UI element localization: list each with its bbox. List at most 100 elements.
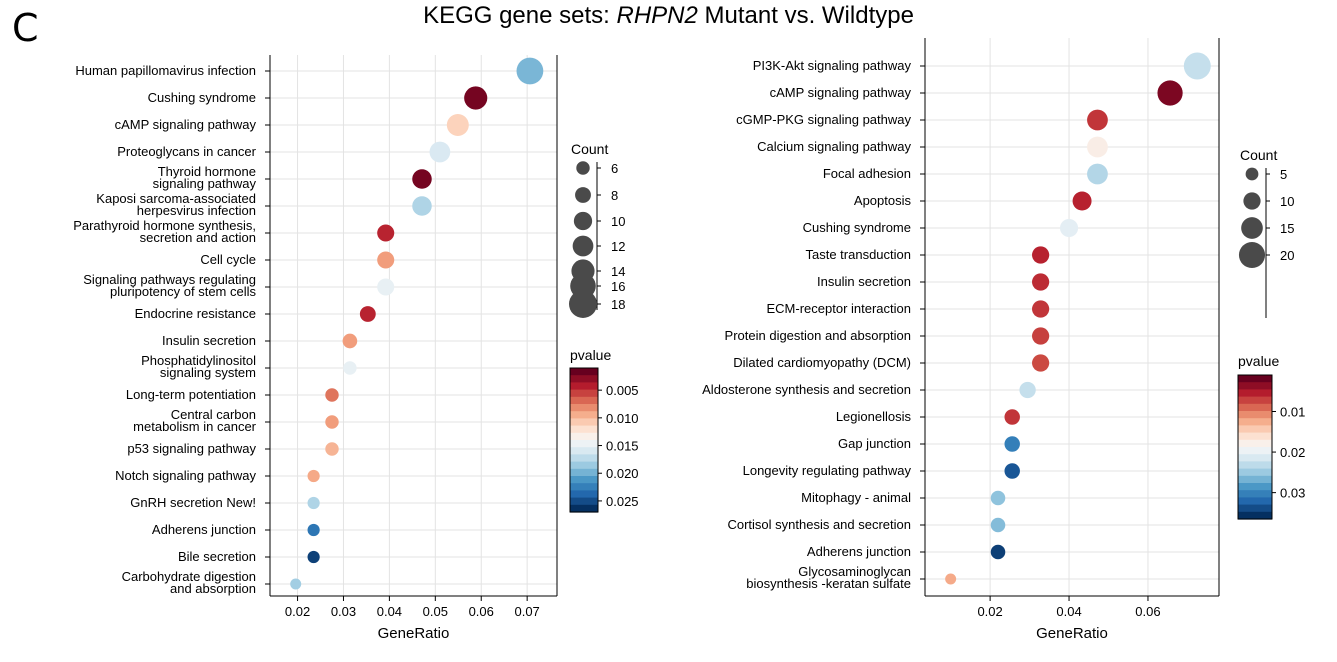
data-point [516, 57, 544, 85]
pvalue-legend-title: pvalue [570, 347, 611, 363]
colorbar-segment [1238, 396, 1272, 405]
data-point [359, 306, 376, 322]
category-label: Cortisol synthesis and secretion [727, 517, 911, 532]
colorbar-segment [570, 483, 598, 491]
colorbar-segment [570, 461, 598, 470]
count-legend-label: 10 [611, 214, 625, 229]
data-point [990, 544, 1006, 560]
data-point [307, 469, 320, 483]
category-label-line: pluripotency of stem cells [110, 284, 256, 299]
data-point [342, 333, 358, 349]
category-label-line: Central carbon [171, 407, 256, 422]
category-label-line: Thyroid hormone [158, 164, 256, 179]
data-point [464, 86, 488, 110]
colorbar-segment [570, 504, 598, 513]
data-point [343, 361, 357, 375]
colorbar-segment [570, 418, 598, 427]
title-prefix: KEGG gene sets: [423, 2, 617, 29]
colorbar-segment [570, 476, 598, 484]
category-label: Proteoglycans in cancer [117, 144, 256, 159]
data-point [446, 114, 469, 136]
category-label: Longevity regulating pathway [743, 463, 912, 478]
colorbar-segment [1238, 511, 1272, 520]
count-legend-label: 5 [1280, 167, 1287, 182]
category-label: Phosphatidylinositol signaling system [141, 353, 256, 380]
category-label-line: Phosphatidylinositol [141, 353, 256, 368]
x-axis-title: GeneRatio [378, 625, 450, 642]
data-point [412, 196, 432, 216]
colorbar-tick-label: 0.03 [1280, 486, 1305, 501]
colorbar-segment [570, 447, 598, 455]
data-point [377, 251, 395, 269]
category-label-line: signaling pathway [153, 176, 257, 191]
category-label-line: secretion and action [140, 230, 256, 245]
colorbar-segment [570, 404, 598, 412]
colorbar-segment [1238, 375, 1272, 383]
colorbar-segment [570, 375, 598, 383]
colorbar-segment [1238, 432, 1272, 441]
category-label: GnRH secretion New! [130, 495, 256, 510]
category-label: Adherens junction [807, 544, 911, 559]
category-label-line: and absorption [170, 581, 256, 596]
colorbar-segment [1238, 418, 1272, 426]
colorbar-segment [1238, 382, 1272, 390]
colorbar-tick-label: 0.02 [1280, 445, 1305, 460]
category-label: cAMP signaling pathway [770, 85, 912, 100]
category-label: Kaposi sarcoma-associated herpesvirus inf… [96, 191, 256, 218]
data-point [1032, 273, 1050, 291]
category-label: Aldosterone synthesis and secretion [702, 382, 911, 397]
colorbar-tick-label: 0.010 [606, 411, 639, 426]
count-legend-label: 20 [1280, 248, 1294, 263]
plot-area [925, 38, 1219, 596]
category-label: Thyroid hormone signaling pathway [153, 164, 257, 191]
data-point [325, 415, 339, 429]
count-legend-dot [1243, 192, 1261, 210]
colorbar-segment [1238, 439, 1272, 448]
data-point [307, 496, 320, 510]
category-label: Long-term potentiation [126, 387, 256, 402]
colorbar-tick-label: 0.020 [606, 466, 639, 481]
colorbar-segment [570, 425, 598, 434]
category-label: Calcium signaling pathway [757, 139, 911, 154]
colorbar-frame [569, 367, 599, 513]
count-legend-label: 12 [611, 239, 625, 254]
colorbar-segment [570, 497, 598, 506]
count-legend-title: Count [571, 141, 608, 157]
colorbar-segment [1238, 490, 1272, 498]
x-tick-label: 0.05 [423, 604, 448, 619]
panel-label: C [12, 6, 39, 50]
category-label: Mitophagy - animal [801, 490, 911, 505]
x-tick-label: 0.06 [1135, 604, 1160, 619]
colorbar-segment [1238, 483, 1272, 491]
category-label: Cushing syndrome [148, 90, 256, 105]
category-label-line: signaling system [160, 365, 256, 380]
count-legend-dot [1238, 241, 1266, 269]
count-legend-label: 6 [611, 161, 618, 176]
category-label: PI3K-Akt signaling pathway [753, 58, 912, 73]
colorbar-segment [570, 411, 598, 419]
data-point [325, 442, 339, 456]
colorbar-segment [1238, 425, 1272, 434]
colorbar-tick-label: 0.005 [606, 383, 639, 398]
x-tick-label: 0.03 [331, 604, 356, 619]
count-legend-dot [573, 211, 593, 231]
category-label: Carbohydrate digestion and absorption [122, 569, 256, 596]
colorbar-segment [1238, 447, 1272, 455]
category-label: Apoptosis [854, 193, 912, 208]
colorbar-segment [1238, 461, 1272, 470]
x-tick-label: 0.04 [1056, 604, 1081, 619]
data-point [1087, 136, 1108, 158]
category-label: Cushing syndrome [803, 220, 911, 235]
category-label-line: Signaling pathways regulating [83, 272, 256, 287]
category-label-line: Glycosaminoglycan [798, 564, 911, 579]
page-title: KEGG gene sets: RHPN2 Mutant vs. Wildtyp… [0, 2, 1337, 30]
count-legend-dot [575, 187, 591, 203]
category-label: Endocrine resistance [135, 306, 256, 321]
data-point [1004, 436, 1020, 452]
category-label: ECM-receptor interaction [767, 301, 912, 316]
category-label: Bile secretion [178, 549, 256, 564]
data-point [412, 169, 432, 189]
data-point [1157, 80, 1183, 106]
data-point [1087, 163, 1108, 185]
